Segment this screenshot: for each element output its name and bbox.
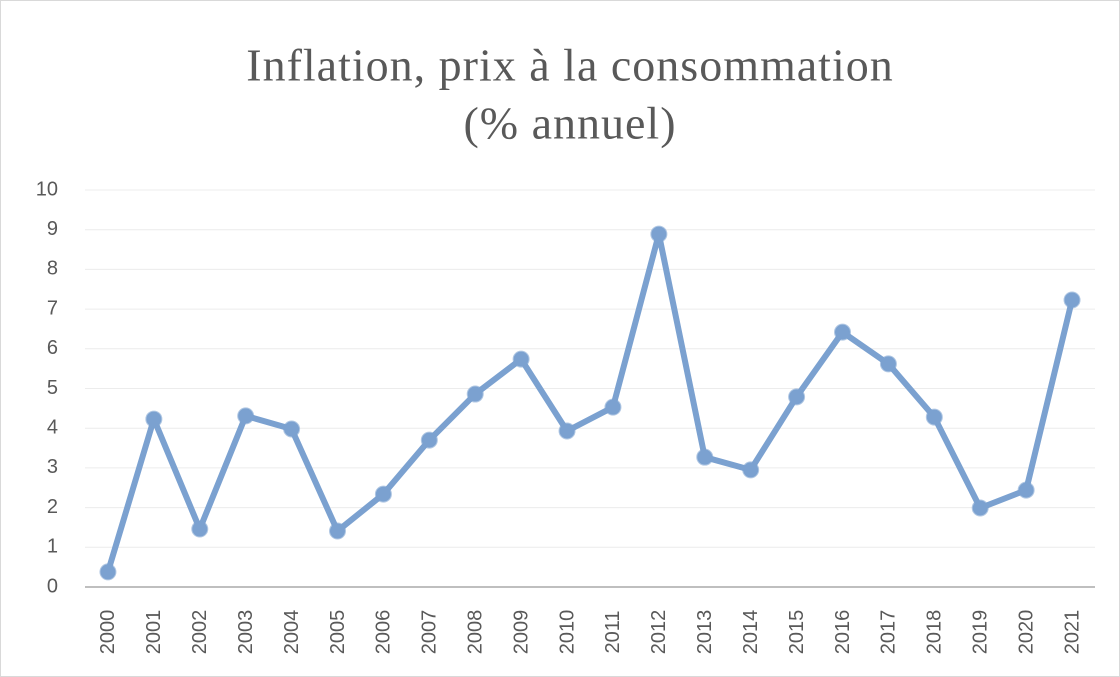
x-tick-label: 2009 — [510, 610, 532, 655]
point — [879, 355, 897, 373]
y-tick-label: 8 — [47, 258, 58, 280]
point — [834, 323, 851, 341]
x-tick-label: 2001 — [143, 610, 165, 655]
point — [1017, 481, 1035, 499]
x-tick-label: 2019 — [970, 610, 992, 655]
x-tick-label: 2016 — [832, 610, 854, 655]
x-tick-label: 2007 — [419, 610, 441, 655]
x-tick-label: 2012 — [648, 610, 670, 655]
chart-title: Inflation, prix à la consommation — [246, 40, 893, 91]
x-tick-label: 2002 — [189, 610, 211, 655]
x-tick-label: 2017 — [878, 610, 900, 655]
x-tick-label: 2011 — [602, 610, 624, 653]
point — [191, 520, 209, 538]
y-tick-label: 1 — [47, 536, 58, 558]
point — [466, 385, 484, 403]
x-tick-label: 2013 — [694, 610, 716, 655]
point — [329, 522, 346, 540]
point — [374, 485, 392, 503]
y-tick-label: 10 — [36, 178, 58, 200]
y-tick-label: 4 — [47, 416, 58, 438]
x-tick-label: 2018 — [924, 610, 946, 655]
x-tick-label: 2005 — [327, 610, 349, 655]
chart-title: (% annuel) — [463, 98, 676, 149]
series-line — [105, 231, 1075, 573]
point — [512, 350, 530, 368]
y-tick-label: 6 — [47, 337, 58, 359]
x-tick-label: 2014 — [740, 610, 762, 655]
point — [604, 398, 622, 416]
x-tick-label: 2010 — [556, 610, 578, 655]
point — [1063, 291, 1081, 309]
x-tick-label: 2006 — [373, 610, 395, 655]
x-tick-label: 2020 — [1015, 610, 1037, 655]
x-tick-label: 2008 — [465, 610, 487, 655]
x-tick-label: 2000 — [97, 610, 119, 655]
y-tick-label: 5 — [47, 377, 58, 399]
y-tick-label: 0 — [47, 575, 58, 597]
x-tick-label: 2004 — [281, 610, 303, 655]
y-tick-label: 7 — [47, 297, 58, 319]
point — [742, 461, 760, 479]
point — [650, 225, 668, 243]
point — [696, 448, 714, 466]
x-tick-label: 2003 — [235, 610, 257, 655]
x-tick-label: 2015 — [786, 610, 808, 655]
x-tick-label: 2021 — [1061, 610, 1083, 655]
y-tick-label: 3 — [47, 456, 58, 478]
point — [99, 563, 117, 581]
point — [237, 407, 255, 425]
point — [788, 388, 806, 406]
point — [971, 499, 989, 517]
point — [283, 420, 301, 438]
y-tick-label: 2 — [47, 496, 58, 518]
point — [420, 431, 438, 449]
point — [145, 410, 163, 428]
point — [558, 422, 576, 440]
point — [925, 408, 943, 426]
y-tick-label: 9 — [47, 218, 58, 240]
